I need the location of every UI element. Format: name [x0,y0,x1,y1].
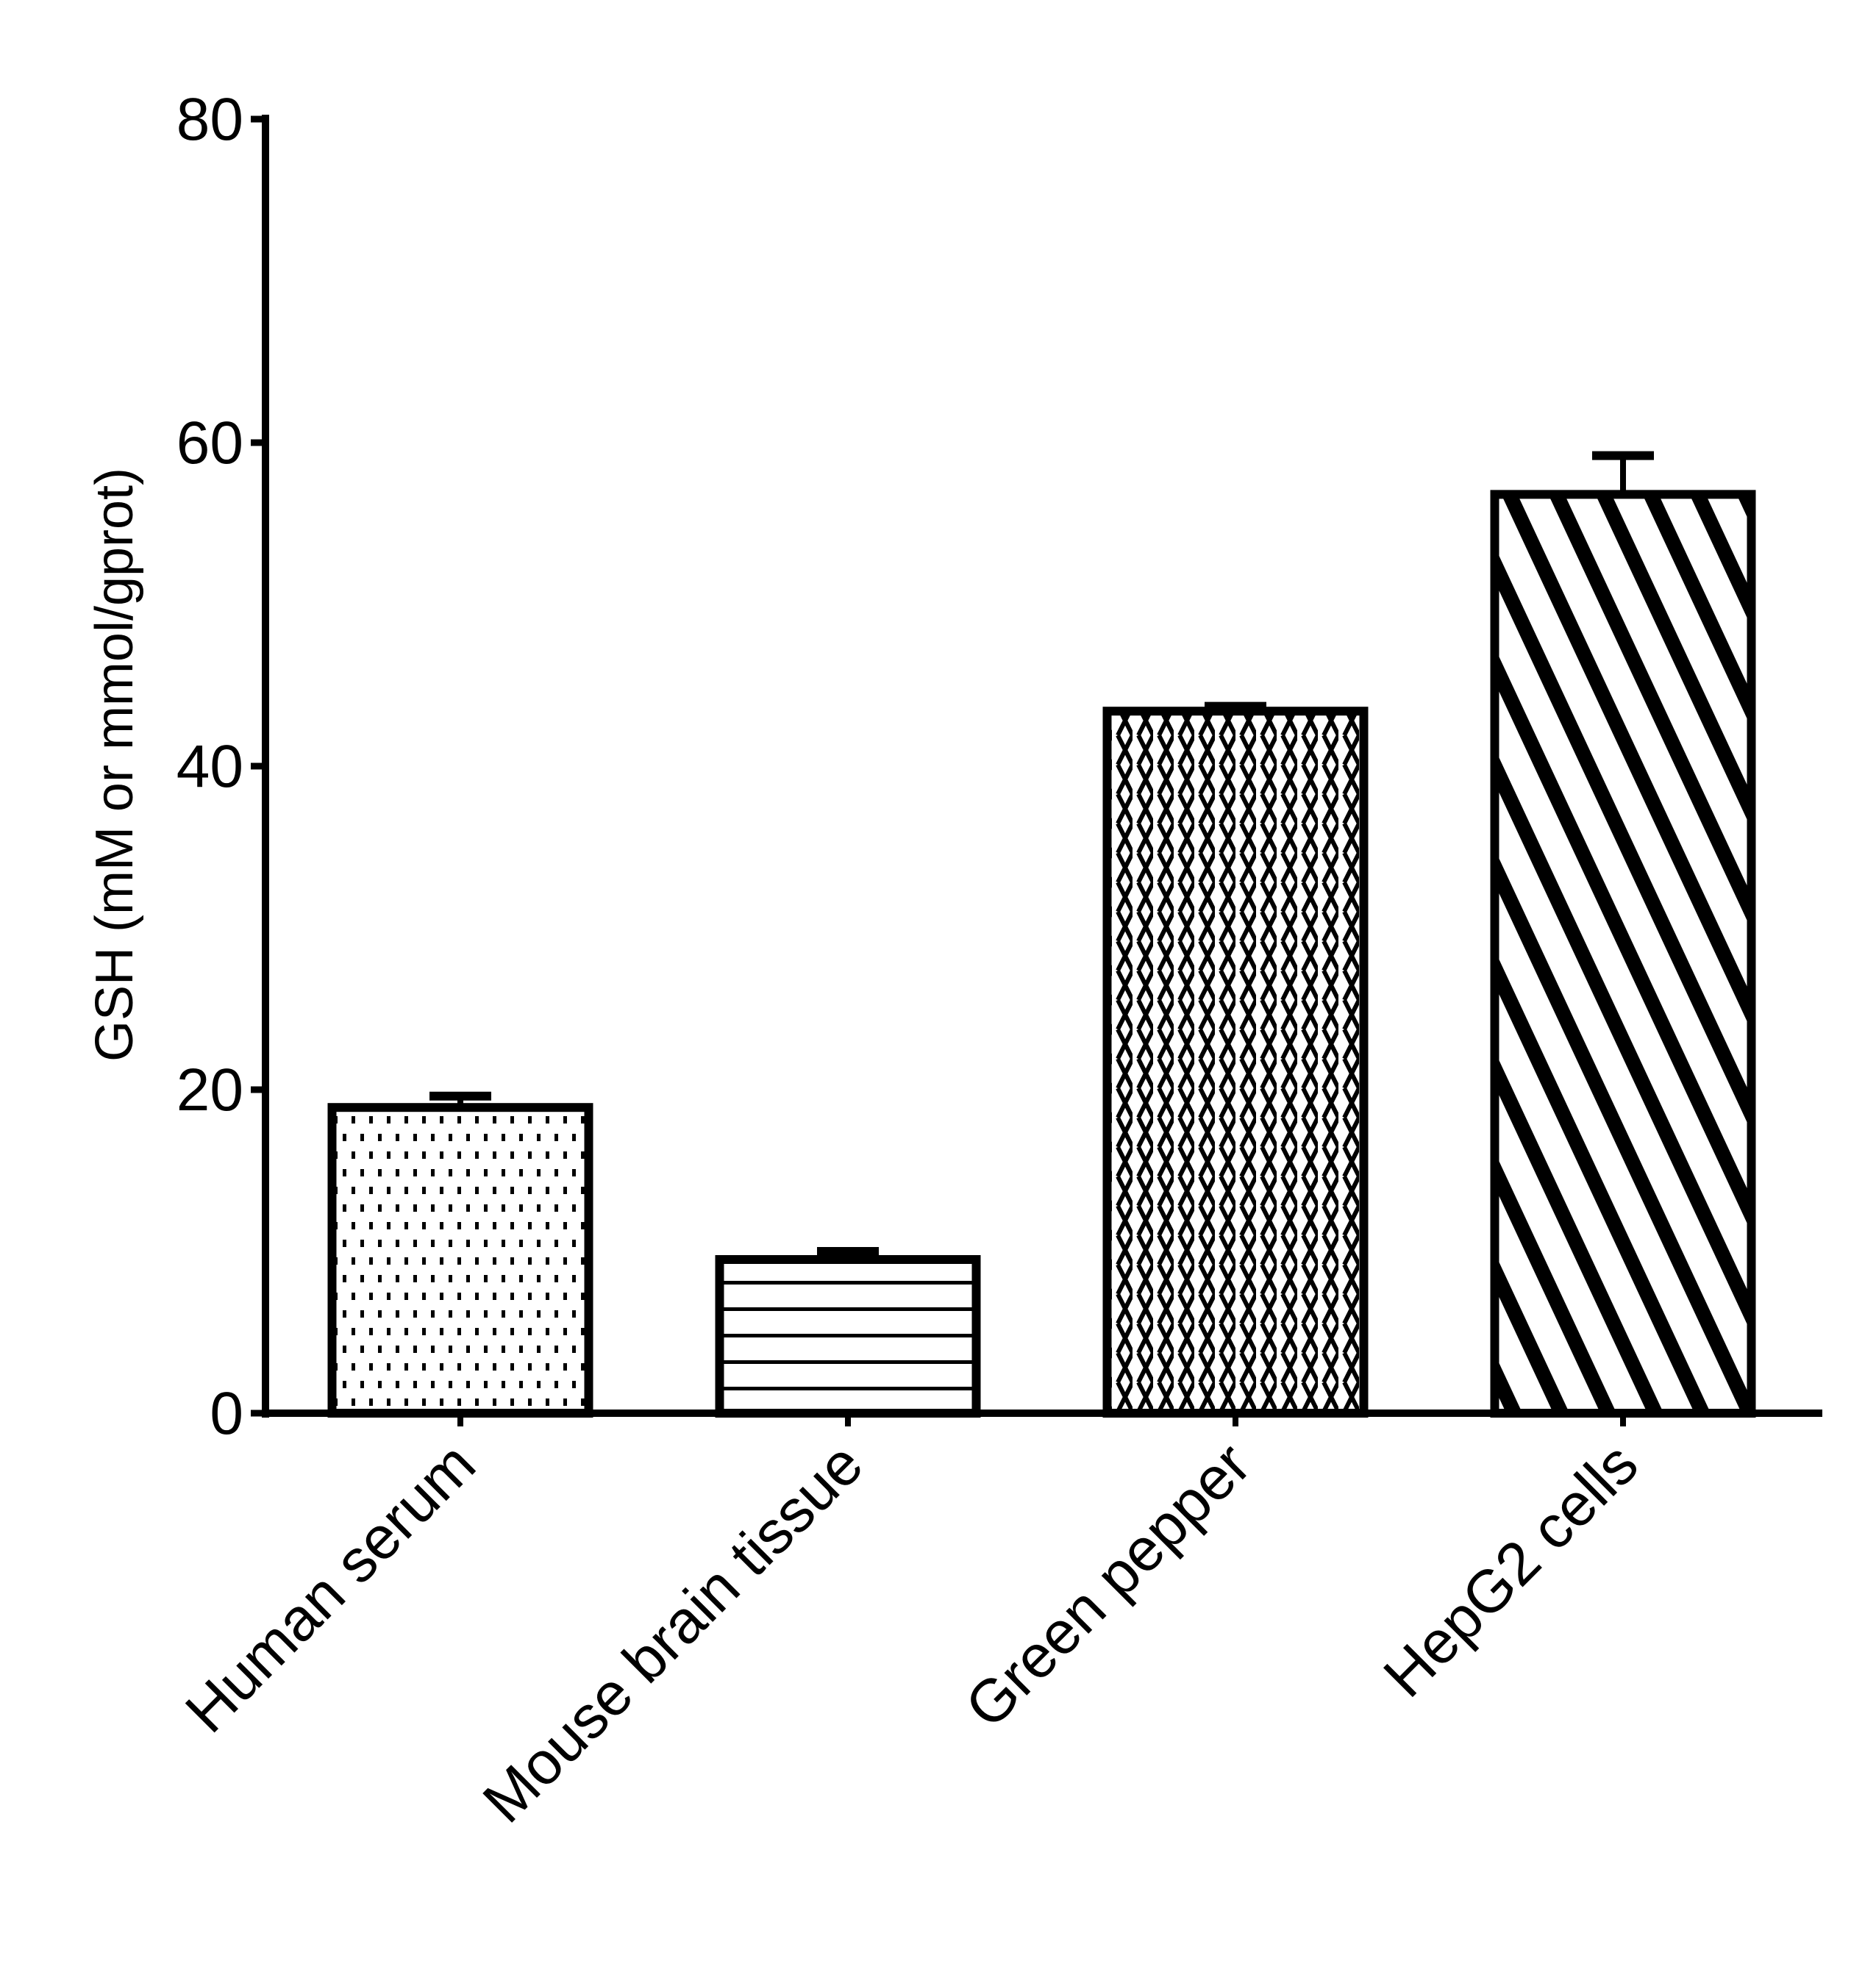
x-tick-label: Green pepper [953,1430,1263,1740]
y-tick-label: 80 [176,86,243,153]
bar-green-pepper [1102,707,1369,1418]
bar-hepg2-cells [1490,490,1756,1418]
x-tick-label: HepG2 cells [1372,1430,1651,1710]
bar-mouse-brain-tissue [715,1255,981,1418]
y-tick-label: 20 [176,1057,243,1123]
x-tick-label: Human serum [173,1430,488,1745]
y-tick-label: 0 [210,1380,243,1447]
bar-human-serum [327,1103,593,1418]
x-tick-label: Mouse brain tissue [471,1430,876,1835]
y-axis-label: GSH (mM or mmol/gprot) [85,468,144,1062]
bars-group [327,451,1756,1418]
y-tick-label: 40 [176,733,243,800]
y-tick-label: 60 [176,410,243,476]
